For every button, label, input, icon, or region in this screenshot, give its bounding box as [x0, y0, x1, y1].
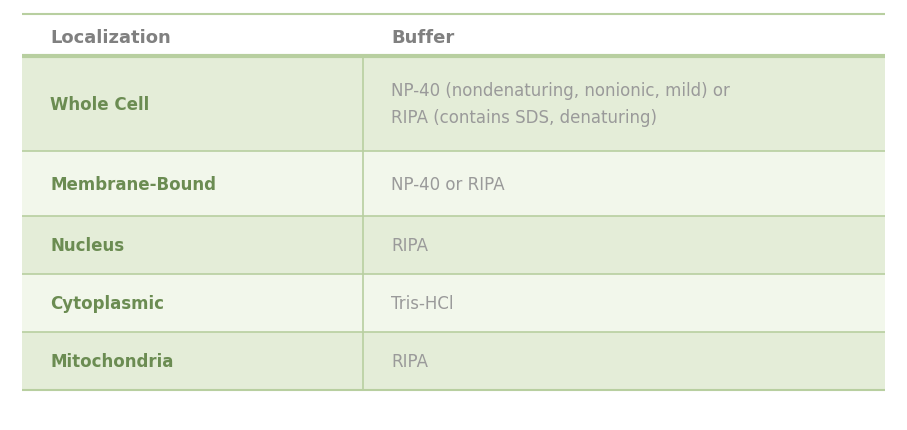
Text: Tris-HCl: Tris-HCl — [391, 294, 454, 312]
Text: Nucleus: Nucleus — [50, 237, 124, 255]
Bar — [22, 57, 885, 152]
Bar — [22, 274, 885, 332]
Bar — [22, 15, 885, 57]
Text: Mitochondria: Mitochondria — [50, 352, 173, 370]
Bar — [22, 332, 885, 390]
Text: Buffer: Buffer — [391, 29, 454, 47]
Text: NP-40 or RIPA: NP-40 or RIPA — [391, 175, 504, 193]
Text: NP-40 (nondenaturing, nonionic, mild) or
RIPA (contains SDS, denaturing): NP-40 (nondenaturing, nonionic, mild) or… — [391, 82, 730, 126]
Text: RIPA: RIPA — [391, 352, 428, 370]
Text: RIPA: RIPA — [391, 237, 428, 255]
Text: Whole Cell: Whole Cell — [50, 95, 150, 113]
Bar — [22, 152, 885, 216]
Text: Membrane-Bound: Membrane-Bound — [50, 175, 216, 193]
Bar — [22, 216, 885, 274]
Text: Cytoplasmic: Cytoplasmic — [50, 294, 164, 312]
Text: Localization: Localization — [50, 29, 171, 47]
